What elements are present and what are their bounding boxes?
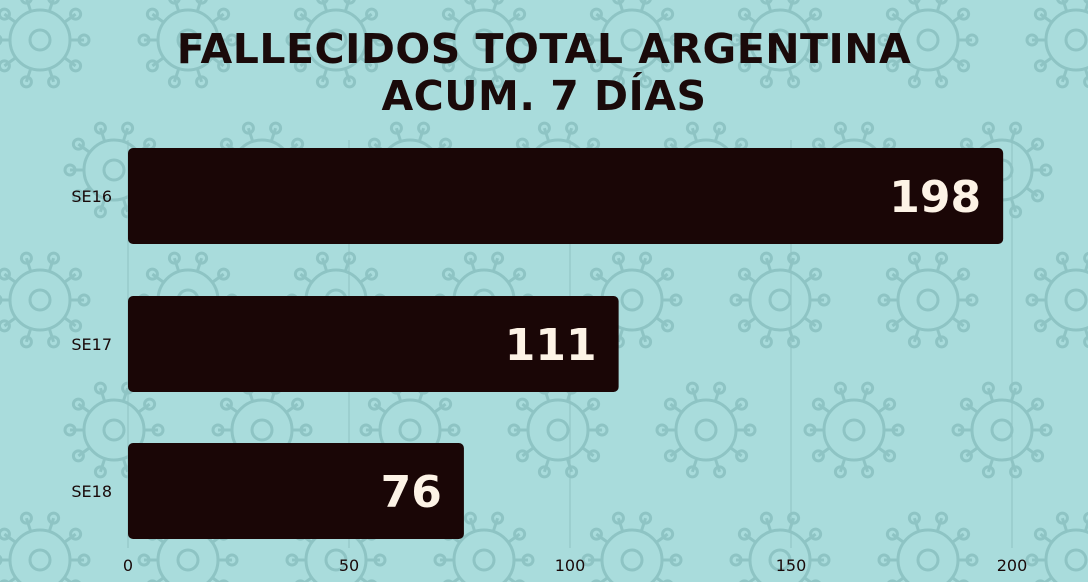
virus-icon [581,511,683,582]
bars: 198 111 76 [128,148,1004,539]
virus-icon [1025,0,1088,89]
category-labels: SE16 SE17 SE18 [71,187,112,501]
bar-se17 [128,296,619,392]
bar-se16 [128,148,1004,244]
virus-icon [1025,251,1088,349]
virus-icon [0,251,91,349]
virus-icon [877,0,979,89]
virus-icon [137,0,239,89]
x-tick-label: 200 [997,556,1028,575]
virus-icon [581,0,683,89]
data-label-se17: 111 [505,320,597,371]
virus-icon [729,0,831,89]
data-label-se16: 198 [889,172,981,223]
virus-icon [803,381,905,479]
virus-icon [0,0,91,89]
virus-icon [951,381,1053,479]
x-tick-label: 0 [123,556,133,575]
x-tick-label: 50 [339,556,359,575]
virus-icon [877,511,979,582]
x-axis-ticks: 0 50 100 150 200 [123,556,1027,575]
chart-title: FALLECIDOS TOTAL ARGENTINA ACUM. 7 DÍAS [0,26,1088,120]
x-tick-label: 150 [776,556,807,575]
chart-title-line-1: FALLECIDOS TOTAL ARGENTINA [176,25,912,73]
virus-icon [877,251,979,349]
virus-icon [729,251,831,349]
category-label-se16: SE16 [71,187,112,206]
virus-icon [655,381,757,479]
category-label-se18: SE18 [71,482,112,501]
chart-title-line-2: ACUM. 7 DÍAS [381,72,707,120]
virus-icon [1025,511,1088,582]
category-label-se17: SE17 [71,335,112,354]
virus-icon [433,0,535,89]
x-tick-label: 100 [555,556,586,575]
virus-icon [0,511,91,582]
data-label-se18: 76 [381,467,442,518]
virus-icon [285,0,387,89]
bar-se18 [128,443,464,539]
virus-icon [729,511,831,582]
